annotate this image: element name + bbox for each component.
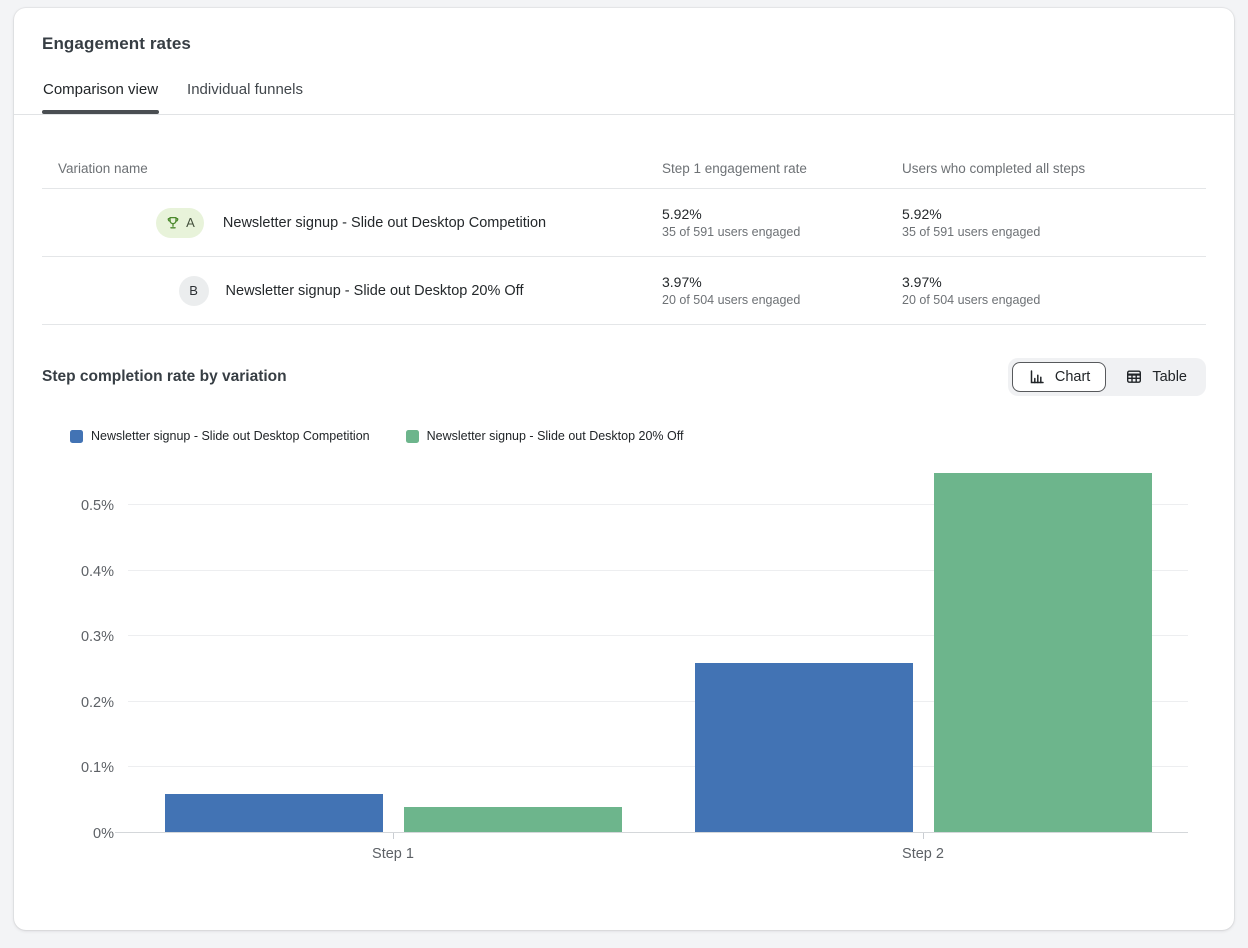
badge-letter: A [186,215,195,230]
bar-series-a[interactable] [694,662,913,833]
y-tick-label: 0.4% [80,563,114,580]
table-row-variation-a: A Newsletter signup - Slide out Desktop … [42,189,1206,257]
legend-swatch [405,429,419,443]
bar-chart-icon [1030,370,1044,384]
table-header-row: Variation name Step 1 engagement rate Us… [42,148,1206,189]
x-axis-label: Step 2 [902,846,944,862]
legend-label: Newsletter signup - Slide out Desktop 20… [426,429,684,443]
legend-item: Newsletter signup - Slide out Desktop 20… [405,429,684,443]
chart-table-toggle: Chart Table [1007,358,1206,396]
gridline [128,569,1188,571]
chart-section-title: Step completion rate by variation [42,368,287,385]
bar-series-b[interactable] [403,806,622,833]
variation-b-step1-cell: 3.97% 20 of 504 users engaged [646,257,886,324]
col-header-variation-name: Variation name [58,160,148,176]
variation-a-name-cell: A Newsletter signup - Slide out Desktop … [42,189,646,256]
tab-bar: Comparison view Individual funnels [14,75,1234,115]
x-axis-line [115,832,1188,833]
chart-legend: Newsletter signup - Slide out Desktop Co… [42,429,1206,443]
gridline [128,504,1188,506]
completed-detail: 35 of 591 users engaged [902,225,1041,239]
variations-table: Variation name Step 1 engagement rate Us… [42,148,1206,325]
trophy-icon [167,216,179,228]
table-view-button[interactable]: Table [1110,362,1202,392]
y-tick-label: 0.3% [80,629,114,646]
gridline [128,700,1188,702]
bar-series-b[interactable] [933,472,1152,833]
chart-view-button[interactable]: Chart [1011,362,1107,392]
completed-detail: 20 of 504 users engaged [902,293,1041,307]
engagement-rates-card: Engagement rates Comparison view Individ… [14,8,1234,930]
y-tick-label: 0.2% [80,694,114,711]
step-completion-chart: 0% 0.1% 0.2% 0.3% 0.4% 0.5% Step 1 Step 2 [42,466,1188,886]
variation-name: Newsletter signup - Slide out Desktop Co… [222,214,547,231]
step1-rate: 5.92% [662,206,702,222]
col-header-completed-all: Users who completed all steps [902,160,1086,176]
y-tick-label: 0.5% [80,498,114,515]
completed-rate: 5.92% [902,206,942,222]
bar-series-a[interactable] [164,793,383,833]
completed-rate: 3.97% [902,274,942,290]
badge-letter: B [189,283,198,298]
step1-detail: 20 of 504 users engaged [662,293,801,307]
chart-plot-area: 0% 0.1% 0.2% 0.3% 0.4% 0.5% Step 1 Step 2 [81,466,1188,862]
card-title: Engagement rates [42,34,191,53]
gridline [128,635,1188,637]
variation-a-step1-cell: 5.92% 35 of 591 users engaged [646,189,886,256]
table-row-variation-b: B Newsletter signup - Slide out Desktop … [42,257,1206,325]
y-tick-label: 0.1% [80,760,114,777]
variation-a-completed-cell: 5.92% 35 of 591 users engaged [886,189,1206,256]
bar-group-step-1: Step 1 [128,466,658,862]
variation-a-winner-badge: A [155,207,204,238]
legend-item: Newsletter signup - Slide out Desktop Co… [70,429,370,443]
table-icon [1127,370,1142,383]
legend-swatch [70,429,83,443]
chart-section-header: Step completion rate by variation Chart [42,358,1206,396]
x-axis-tick [923,833,924,839]
col-header-step1-rate: Step 1 engagement rate [662,160,807,176]
tab-individual-funnels[interactable]: Individual funnels [187,81,303,98]
bar-group-step-2: Step 2 [658,466,1188,862]
tab-comparison-view[interactable]: Comparison view [42,75,160,114]
y-tick-label: 0% [93,826,114,842]
variation-b-completed-cell: 3.97% 20 of 504 users engaged [886,257,1206,324]
variation-b-name-cell: B Newsletter signup - Slide out Desktop … [42,257,646,324]
x-axis-label: Step 1 [372,846,414,862]
table-view-label: Table [1152,369,1187,385]
variation-name: Newsletter signup - Slide out Desktop 20… [225,282,524,299]
legend-label: Newsletter signup - Slide out Desktop Co… [91,429,370,443]
gridline [128,766,1188,768]
chart-view-label: Chart [1054,369,1091,385]
step1-rate: 3.97% [662,274,702,290]
x-axis-tick [393,833,394,839]
variation-b-badge: B [178,275,209,306]
step1-detail: 35 of 591 users engaged [662,225,801,239]
